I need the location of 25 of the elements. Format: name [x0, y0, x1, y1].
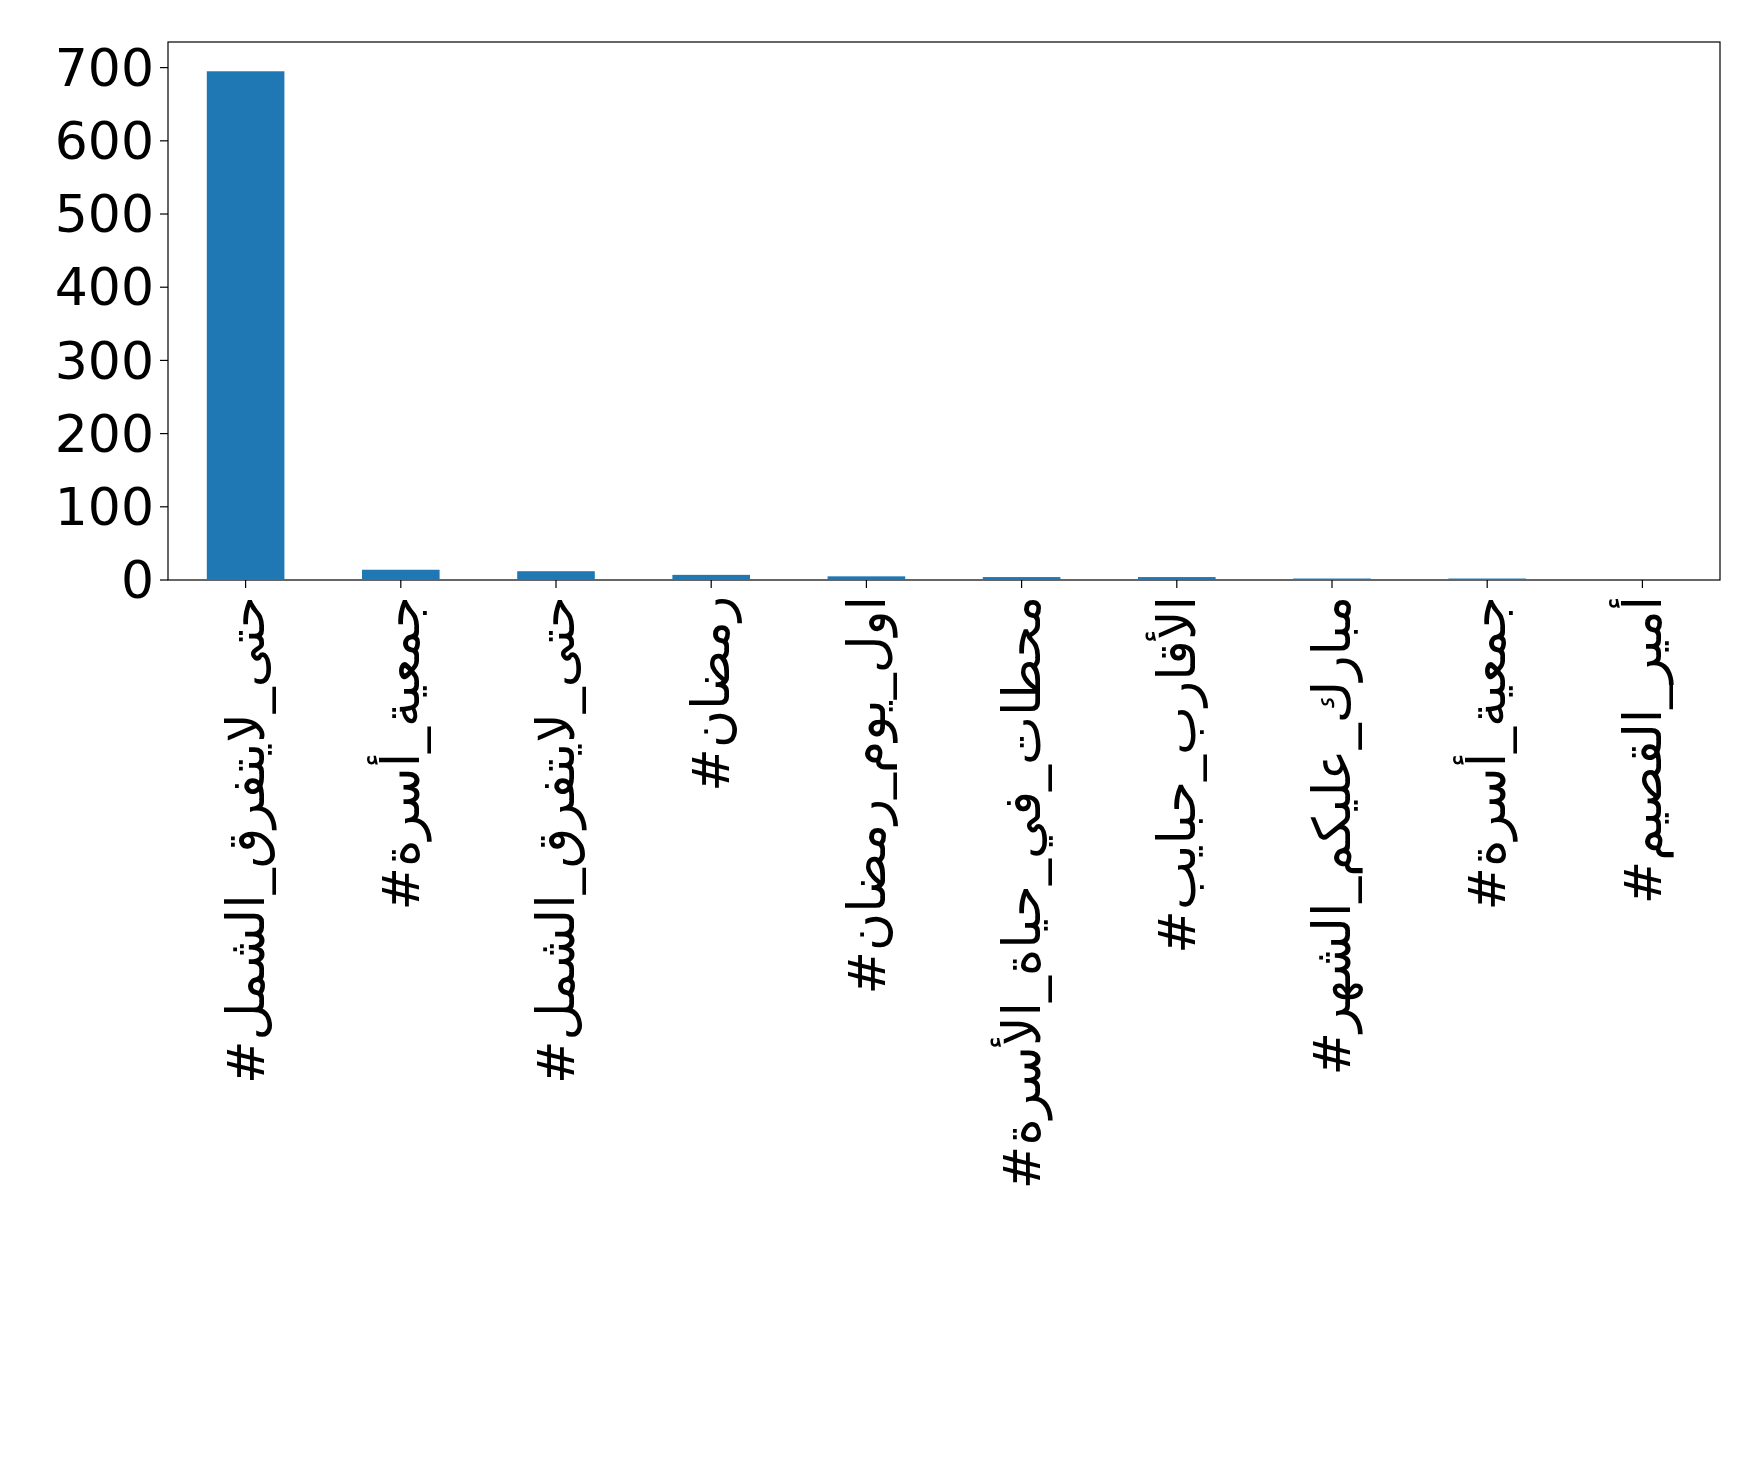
y-tick-label: 0	[120, 550, 154, 611]
x-tick-label: #حتى_لايتفرق_الشمل	[526, 596, 588, 1085]
y-tick-label: 500	[54, 184, 154, 245]
x-tick-label: #رمضان	[681, 596, 743, 792]
bar	[206, 71, 285, 580]
y-tick-label: 200	[54, 403, 154, 464]
y-tick-label: 100	[54, 477, 154, 537]
y-tick-label: 700	[54, 37, 154, 98]
x-tick-label: #الأقارب_حبايب	[1145, 596, 1208, 954]
bar	[362, 569, 440, 580]
bar	[517, 571, 595, 580]
x-tick-label: #اول_يوم_رمضان	[836, 596, 898, 995]
bar	[827, 576, 906, 580]
x-tick-label: #محطات_في_حياة_الأسرة	[989, 596, 1053, 1190]
x-tick-label: #مبارك_عليكم_الشهر	[1302, 596, 1364, 1076]
x-tick-label: #حتى_لايتفرق_الشمل	[215, 596, 277, 1085]
bar	[672, 574, 750, 580]
bar	[1138, 577, 1216, 580]
x-tick-label: #جمعية_أسرة	[367, 596, 432, 911]
bar	[982, 577, 1061, 580]
x-tick-label: #جمعية_أسرة	[1453, 596, 1519, 911]
y-tick-label: 300	[54, 330, 154, 391]
x-tick-label: #أمير_القصيم	[1608, 596, 1674, 905]
y-tick-label: 600	[54, 111, 154, 172]
y-tick-label: 400	[54, 257, 154, 318]
